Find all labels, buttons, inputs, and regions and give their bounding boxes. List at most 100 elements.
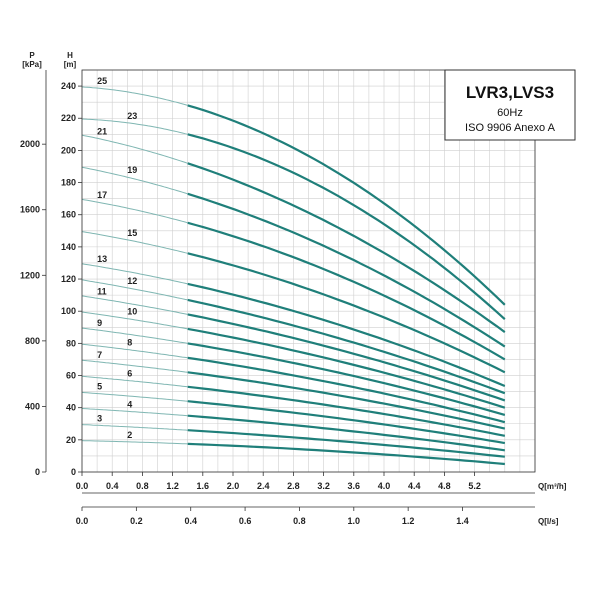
curve-operating-range (187, 400, 505, 445)
curve-label: 19 (127, 165, 137, 175)
curve-operating-range (187, 429, 505, 458)
curve-13: 13 (81, 254, 506, 388)
curve-operating-range (187, 414, 505, 452)
curve-extension (81, 295, 188, 315)
curve-label: 4 (127, 399, 132, 409)
curve-extension (81, 408, 188, 417)
curve-11: 11 (81, 286, 506, 402)
flow-m3h-tick-label: 5.2 (468, 481, 481, 491)
curve-extension (81, 231, 188, 254)
curve-label: 6 (127, 368, 132, 378)
legend-frame (444, 69, 576, 141)
chart-standard: ISO 9906 Anexo A (465, 122, 556, 134)
curve-label: 15 (127, 228, 137, 238)
curve-extension (81, 118, 188, 135)
pressure-tick-label: 800 (25, 336, 40, 346)
flow-ls-tick-label: 0.2 (130, 516, 143, 526)
flow-m3h-tick-label: 1.2 (166, 481, 179, 491)
curve-extension (81, 263, 188, 285)
curve-label: 10 (127, 307, 137, 317)
head-tick-label: 40 (66, 403, 76, 413)
curve-operating-range (187, 371, 506, 430)
curve-operating-range (187, 356, 506, 424)
head-tick-label: 100 (61, 306, 76, 316)
pressure-tick-label: 400 (25, 401, 40, 411)
curve-label: 12 (127, 276, 137, 286)
flow-ls-tick-label: 0.6 (239, 516, 252, 526)
curve-2: 2 (81, 430, 505, 466)
flow-ls-tick-label: 0.4 (184, 516, 197, 526)
curve-extension (81, 327, 188, 344)
flow-m3h-tick-label: 0.8 (136, 481, 149, 491)
curve-extension (81, 375, 188, 388)
head-tick-label: 220 (61, 113, 76, 123)
curve-operating-range (187, 133, 506, 321)
curve-label: 13 (97, 254, 107, 264)
curve-operating-range (187, 313, 506, 402)
flow-m3h-tick-label: 4.8 (438, 481, 451, 491)
head-tick-label: 60 (66, 371, 76, 381)
flow-m3h-tick-label: 4.4 (408, 481, 421, 491)
curve-5: 5 (81, 382, 505, 445)
curve-extension (81, 311, 188, 330)
pressure-tick-label: 1600 (20, 205, 40, 215)
curve-9: 9 (81, 318, 506, 416)
curve-label: 11 (97, 286, 107, 296)
curve-extension (81, 440, 188, 445)
pressure-axis-unit: [kPa] (22, 60, 42, 69)
curve-10: 10 (81, 307, 506, 409)
curve-4: 4 (81, 399, 505, 452)
curve-operating-range (187, 442, 505, 466)
head-tick-label: 160 (61, 210, 76, 220)
flow-m3h-tick-label: 3.6 (348, 481, 361, 491)
grid (81, 69, 536, 473)
flow-m3h-tick-label: 2.4 (257, 481, 270, 491)
curve-15: 15 (81, 228, 506, 374)
curve-21: 21 (81, 126, 506, 333)
head-tick-label: 0 (71, 467, 76, 477)
curve-operating-range (187, 385, 506, 437)
flow-m3h-tick-label: 1.6 (197, 481, 210, 491)
curve-extension (81, 86, 188, 106)
flow-m3h-tick-label: 2.8 (287, 481, 300, 491)
legend-box: LVR3,LVS3 60Hz ISO 9906 Anexo A (444, 69, 576, 141)
curve-17: 17 (81, 190, 506, 361)
curve-operating-range (187, 192, 506, 348)
flow-m3h-tick-label: 4.0 (378, 481, 391, 491)
curve-extension (81, 166, 188, 195)
flow-m3h-tick-label: 0.0 (76, 481, 89, 491)
curve-extension (81, 359, 188, 373)
curve-extension (81, 343, 188, 359)
pressure-tick-label: 0 (35, 467, 40, 477)
flow-m3h-tick-label: 2.0 (227, 481, 240, 491)
flow-m3h-tick-label: 0.4 (106, 481, 119, 491)
head-tick-label: 80 (66, 338, 76, 348)
curve-label: 2 (127, 430, 132, 440)
curve-19: 19 (81, 165, 506, 348)
head-tick-label: 120 (61, 274, 76, 284)
curve-label: 23 (127, 111, 137, 121)
flow-ls-tick-label: 1.4 (456, 516, 469, 526)
head-tick-label: 240 (61, 81, 76, 91)
curve-label: 5 (97, 382, 102, 392)
flow-m3h-axis-title: Q[m³/h] (538, 482, 567, 491)
curve-extension (81, 134, 188, 164)
flow-ls-tick-label: 1.2 (402, 516, 415, 526)
curve-operating-range (187, 342, 506, 416)
pressure-tick-label: 1200 (20, 270, 40, 280)
flow-ls-tick-label: 0.0 (76, 516, 89, 526)
curve-label: 9 (97, 318, 102, 328)
head-tick-label: 200 (61, 145, 76, 155)
curve-label: 17 (97, 190, 107, 200)
head-tick-label: 180 (61, 178, 76, 188)
curve-operating-range (187, 327, 506, 409)
curve-25: 25 (81, 76, 506, 306)
curve-operating-range (187, 104, 506, 306)
plot-frame (81, 69, 536, 473)
curve-extension (81, 424, 188, 431)
axes: 0 20 40 60 80 100 120 140 160 180 200 220 240 0 400 800… (20, 51, 567, 526)
curve-operating-range (187, 282, 506, 388)
curve-extension (81, 391, 188, 402)
flow-ls-tick-label: 1.0 (348, 516, 361, 526)
